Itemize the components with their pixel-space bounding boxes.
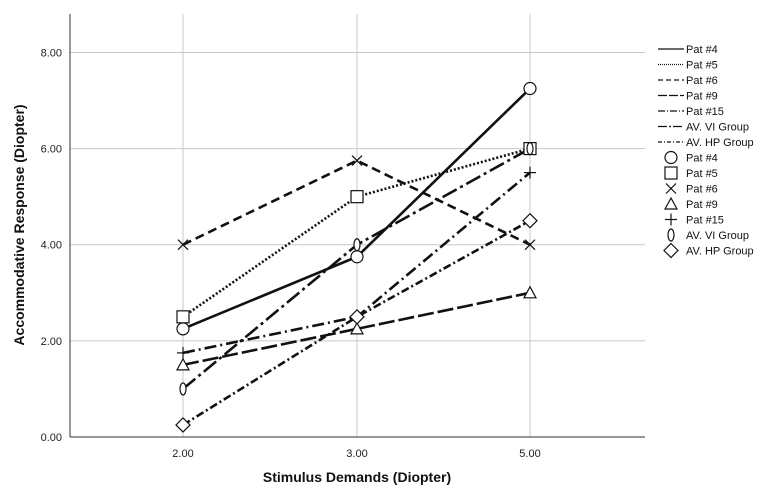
legend-marker-label: Pat #4 <box>686 153 718 165</box>
legend: Pat #4 Pat #5 Pat #6 Pat #9 Pat #15 AV. VI Gr… <box>658 44 754 259</box>
legend-marker-label: Pat #9 <box>686 199 718 211</box>
legend-marker-swatch <box>663 196 679 210</box>
data-point-marker <box>524 166 536 179</box>
legend-line-label: Pat #15 <box>686 106 724 118</box>
series-line-3 <box>182 291 531 367</box>
x-axis-title: Stimulus Demands (Diopter) <box>263 469 451 485</box>
legend-line-label: Pat #9 <box>686 91 718 103</box>
y-tick-label: 4.00 <box>41 240 62 252</box>
y-tick-label: 6.00 <box>41 144 62 156</box>
data-point-marker <box>349 321 365 335</box>
x-tick-labels: 2.00 3.00 5.00 <box>172 448 540 460</box>
legend-marker-swatch <box>665 183 677 194</box>
y-tick-label: 8.00 <box>41 47 62 59</box>
legend-line-label: Pat #6 <box>686 75 718 87</box>
legend-marker-label: AV. VI Group <box>686 230 749 242</box>
data-point-marker <box>175 417 191 433</box>
x-tick-label: 2.00 <box>172 448 193 460</box>
y-tick-label: 0.00 <box>41 432 62 444</box>
legend-marker-swatch <box>665 213 677 226</box>
data-point-marker <box>523 81 537 96</box>
legend-marker-swatch <box>664 150 678 165</box>
data-point-marker <box>179 382 187 396</box>
data-point-marker <box>351 155 363 167</box>
data-point-marker <box>350 190 364 204</box>
y-tick-labels: 0.00 2.00 4.00 6.00 8.00 <box>41 47 62 444</box>
legend-marker-label: Pat #6 <box>686 184 718 196</box>
series-line-2 <box>182 159 531 246</box>
legend-marker-label: Pat #5 <box>686 168 718 180</box>
legend-marker-label: Pat #15 <box>686 215 724 227</box>
data-point-marker <box>176 322 190 336</box>
data-point-marker <box>522 212 538 229</box>
legend-line-label: AV. HP Group <box>686 137 754 149</box>
data-point-marker <box>350 250 364 264</box>
legend-line-label: Pat #5 <box>686 60 718 72</box>
y-tick-label: 2.00 <box>41 336 62 348</box>
data-point-marker <box>177 346 189 359</box>
data-point-marker <box>349 308 365 325</box>
x-tick-label: 3.00 <box>346 448 367 460</box>
data-point-marker <box>522 285 538 299</box>
data-point-marker <box>526 141 534 156</box>
legend-marker-swatch <box>663 242 679 259</box>
legend-marker-swatch <box>664 166 678 180</box>
data-point-marker <box>177 239 189 251</box>
x-tick-label: 5.00 <box>519 448 540 460</box>
data-point-marker <box>176 310 190 324</box>
y-axis-title: Accommodative Response (Diopter) <box>11 104 27 345</box>
legend-line-label: Pat #4 <box>686 44 718 56</box>
data-point-marker <box>175 357 191 371</box>
legend-line-label: AV. VI Group <box>686 122 749 134</box>
legend-marker-swatch <box>667 228 675 242</box>
series-markers <box>175 81 538 433</box>
data-point-marker <box>353 238 361 252</box>
data-point-marker <box>524 239 536 251</box>
legend-marker-label: AV. HP Group <box>686 246 754 258</box>
